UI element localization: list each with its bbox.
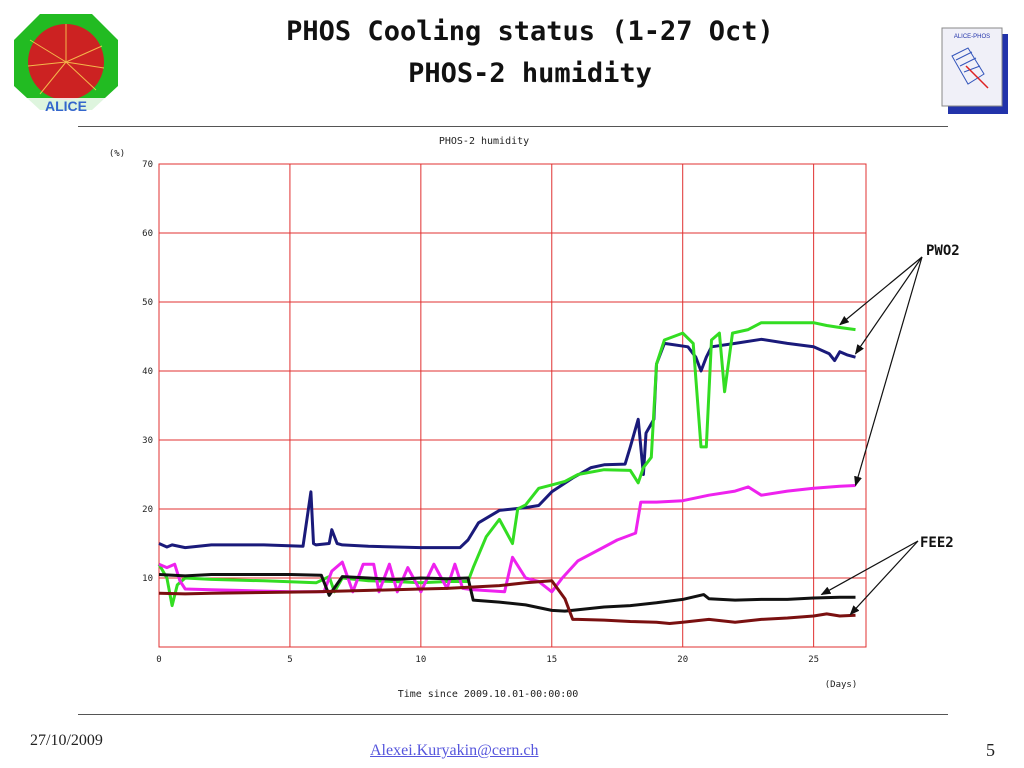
y-tick-label: 60 [142,229,153,239]
phos-logo-detector-icon [951,47,985,85]
alice-logo-wordmark: ALICE [45,98,87,114]
annotation-pwo2: PWO2 [926,243,960,259]
pwo2-arrow-blue [854,256,923,355]
bottom-divider [78,714,948,715]
footer-date: 27/10/2009 [30,732,103,749]
x-tick-label: 20 [677,655,688,665]
annotation-fee2: FEE2 [920,535,954,551]
y-tick-label: 70 [142,160,153,170]
y-tick-label: 20 [142,505,153,515]
y-tick-label: 50 [142,298,153,308]
x-tick-label: 0 [156,655,161,665]
author-email-link[interactable]: Alexei.Kuryakin@cern.ch [370,742,539,759]
fee2-arrow-darkred [849,540,919,616]
y-tick-label: 10 [142,574,153,584]
pwo2-arrow-green [839,256,923,326]
x-tick-label: 10 [415,655,426,665]
top-divider [78,126,948,127]
x-tick-label: 15 [546,655,557,665]
x-tick-label: 25 [808,655,819,665]
fee2-line-darkred [158,579,856,625]
slide-title: PHOS Cooling status (1-27 Oct) [286,16,774,47]
slide-subtitle: PHOS-2 humidity [408,58,652,89]
x-axis-label: Time since 2009.10.01-00:00:00 [398,689,579,700]
y-axis-unit: (%) [109,149,125,159]
pwo2-line-green [157,321,856,608]
x-tick-label: 5 [287,655,292,665]
fee2-arrow-black [820,540,919,596]
y-tick-label: 40 [142,367,153,377]
pwo2-arrow-magenta [854,256,923,487]
chart-title: PHOS-2 humidity [439,136,529,147]
page-number: 5 [986,740,995,760]
y-tick-label: 30 [142,436,153,446]
x-axis-unit: (Days) [825,680,858,690]
phos-logo-card [941,27,1003,107]
phos-logo: ALICE-PHOS [938,26,1012,116]
phos-logo-wordmark: ALICE-PHOS [954,34,990,40]
alice-logo: ALICE [10,10,122,114]
